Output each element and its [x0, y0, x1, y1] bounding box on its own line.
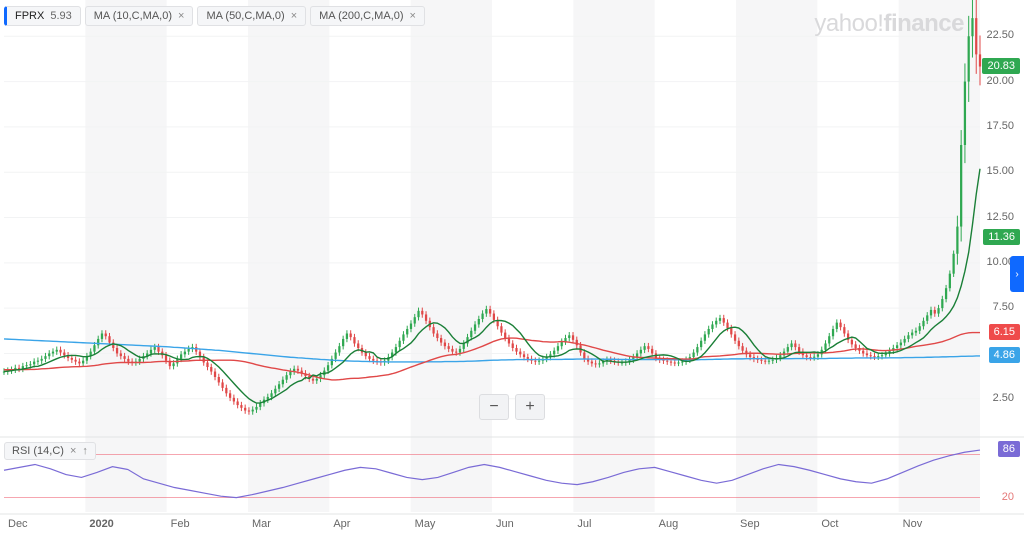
price-badge: 20.83 — [982, 58, 1020, 74]
yaxis-label: 12.50 — [986, 211, 1014, 223]
zoom-in-button[interactable]: + — [515, 394, 545, 420]
ma200-chip-label: MA (200,C,MA,0) — [319, 10, 403, 22]
xaxis-label: Feb — [171, 518, 190, 530]
rsi-chip-bar: RSI (14,C) × ↑ — [4, 442, 96, 460]
xaxis-label: Oct — [821, 518, 838, 530]
expand-panel-tab[interactable]: › — [1010, 256, 1024, 292]
watermark-right: finance — [883, 10, 964, 37]
ma200-chip-close-icon[interactable]: × — [410, 10, 416, 22]
zoom-out-button[interactable]: − — [479, 394, 509, 420]
xaxis-label: Sep — [740, 518, 760, 530]
yaxis-label: 7.50 — [993, 301, 1014, 313]
ma10-chip[interactable]: MA (10,C,MA,0) × — [85, 6, 194, 26]
rsi-axis-label: 20 — [1002, 491, 1014, 503]
price-badge: 11.36 — [983, 229, 1020, 245]
symbol-chip-symbol: FPRX — [15, 10, 44, 22]
symbol-chip[interactable]: FPRX 5.93 — [4, 6, 81, 26]
yaxis-label: 15.00 — [986, 165, 1014, 177]
xaxis-label: 2020 — [89, 518, 113, 530]
yaxis-label: 2.50 — [993, 392, 1014, 404]
rsi-chip-close-icon[interactable]: × — [70, 445, 76, 457]
chart-canvas[interactable] — [0, 0, 1024, 534]
symbol-chip-value: 5.93 — [50, 10, 71, 22]
zoom-controls: − + — [479, 394, 545, 420]
price-badge: 4.86 — [989, 347, 1020, 363]
ma50-chip[interactable]: MA (50,C,MA,0) × — [197, 6, 306, 26]
yaxis-label: 22.50 — [986, 29, 1014, 41]
ma10-chip-label: MA (10,C,MA,0) — [94, 10, 172, 22]
watermark-left: yahoo! — [814, 10, 883, 37]
xaxis-label: Aug — [659, 518, 679, 530]
yahoo-finance-watermark: yahoo!finance — [814, 10, 964, 38]
xaxis-label: Mar — [252, 518, 271, 530]
xaxis-label: Dec — [8, 518, 28, 530]
price-badge: 6.15 — [989, 324, 1020, 340]
rsi-badge: 86 — [998, 441, 1020, 457]
xaxis-label: Nov — [903, 518, 923, 530]
xaxis-label: May — [415, 518, 436, 530]
xaxis-label: Jun — [496, 518, 514, 530]
ma200-chip[interactable]: MA (200,C,MA,0) × — [310, 6, 425, 26]
rsi-chip-expand-icon[interactable]: ↑ — [82, 445, 88, 457]
rsi-chip-label: RSI (14,C) — [12, 445, 64, 457]
xaxis-label: Jul — [577, 518, 591, 530]
xaxis-label: Apr — [333, 518, 350, 530]
rsi-chip[interactable]: RSI (14,C) × ↑ — [4, 442, 96, 460]
indicator-chip-bar: FPRX 5.93 MA (10,C,MA,0) × MA (50,C,MA,0… — [4, 6, 425, 26]
yaxis-label: 20.00 — [986, 75, 1014, 87]
ma50-chip-label: MA (50,C,MA,0) — [206, 10, 284, 22]
ma50-chip-close-icon[interactable]: × — [291, 10, 297, 22]
ma10-chip-close-icon[interactable]: × — [178, 10, 184, 22]
stock-chart-container: yahoo!finance FPRX 5.93 MA (10,C,MA,0) ×… — [0, 0, 1024, 534]
yaxis-label: 17.50 — [986, 120, 1014, 132]
